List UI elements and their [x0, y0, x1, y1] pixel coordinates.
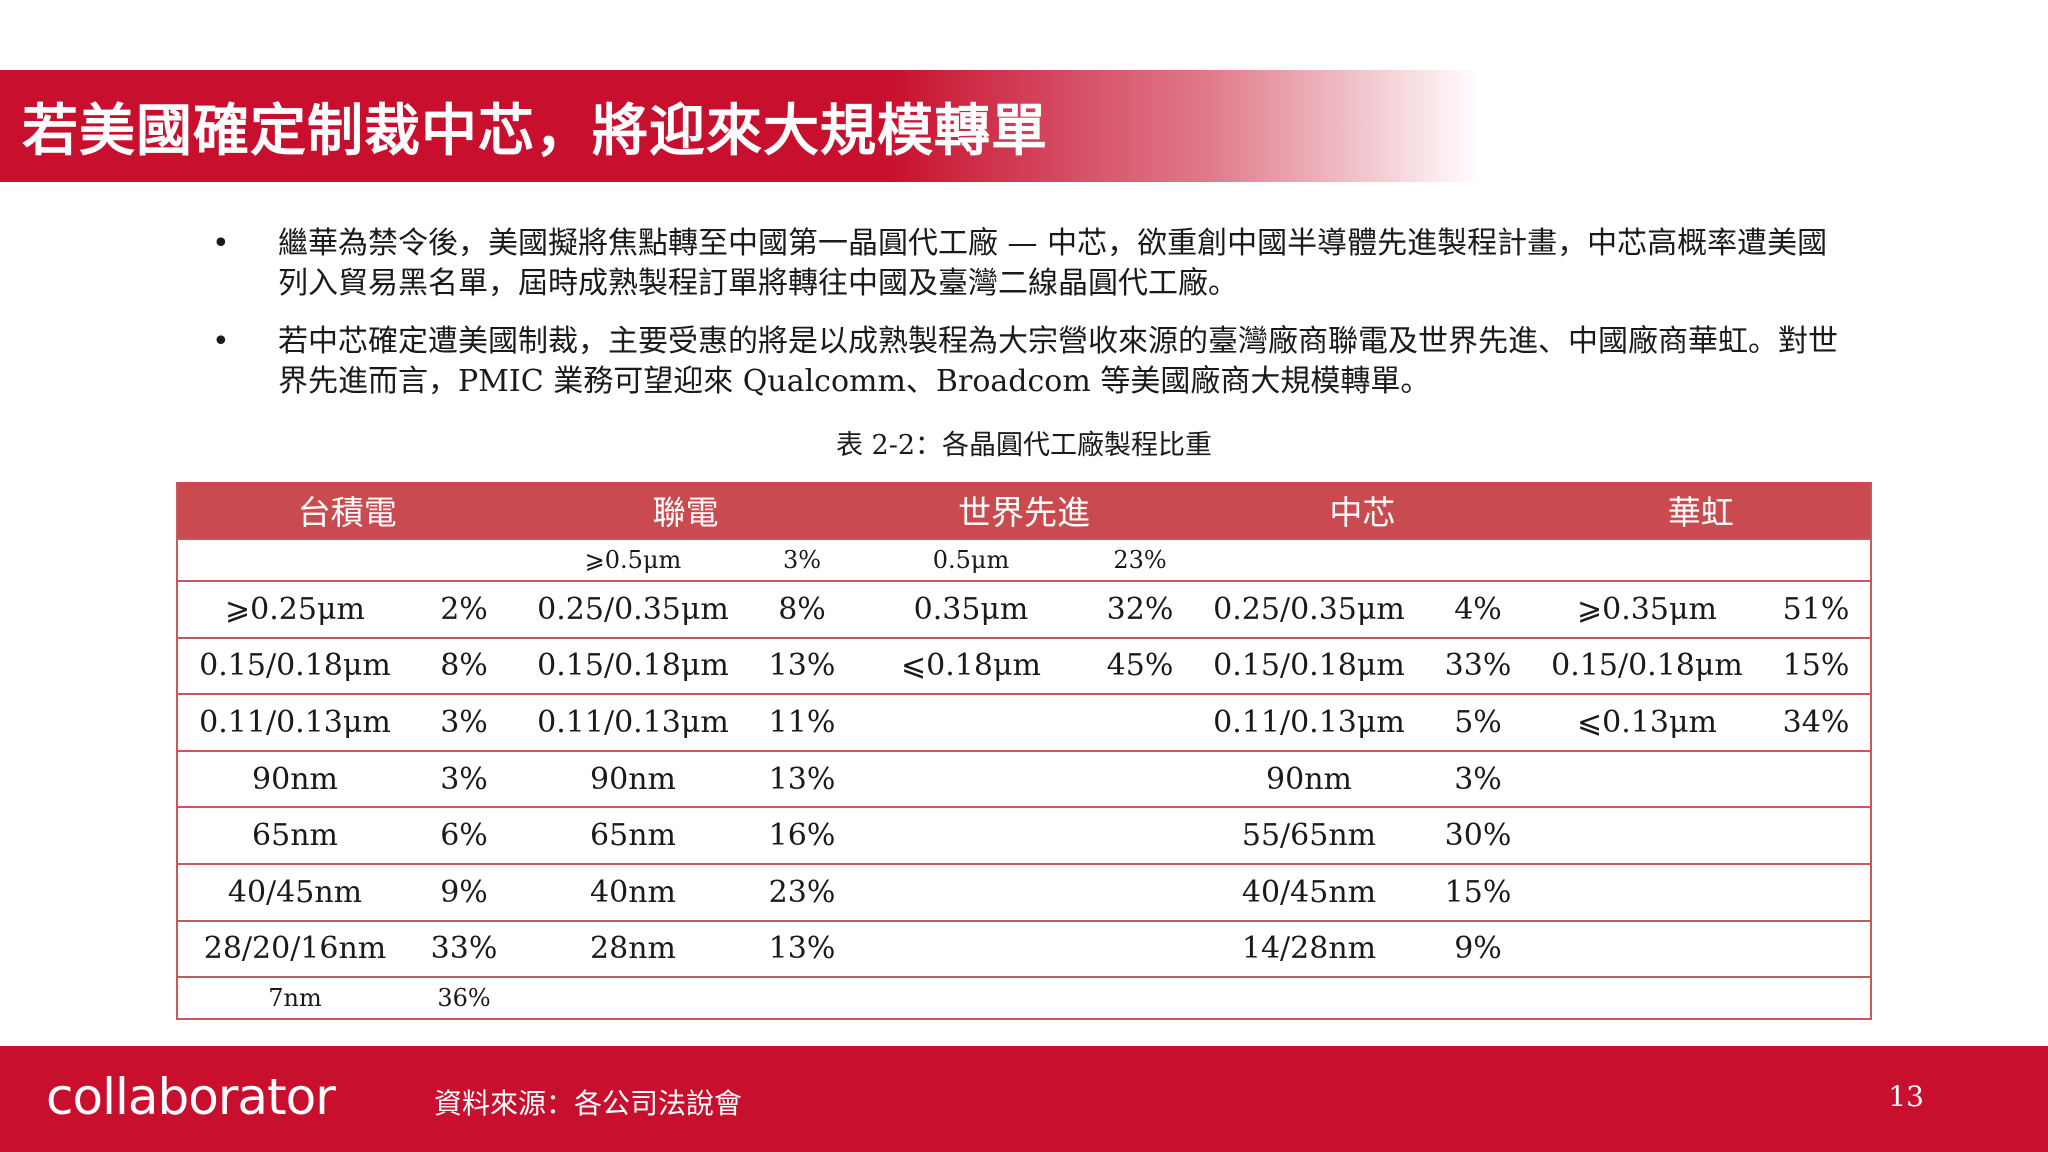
table-row: ⩾0.5μm 3% 0.5μm 23%	[178, 538, 1870, 580]
bullet-text: 若中芯確定遭美國制裁，主要受惠的將是以成熟製程為大宗營收來源的臺灣廠商聯電及世界…	[278, 324, 1838, 399]
bullet-list: • 繼華為禁令後，美國擬將焦點轉至中國第一晶圓代工廠 — 中芯，欲重創中國半導體…	[200, 224, 1850, 420]
header-umc: 聯電	[652, 493, 719, 532]
table-row: 0.15/0.18μm 8% 0.15/0.18μm 13% ⩽0.18μm 45% 0.1…	[178, 636, 1870, 694]
table-caption: 表 2-2：各晶圓代工廠製程比重	[835, 430, 1213, 461]
process-node-cell: 40/45nm	[1241, 874, 1377, 910]
share-percent-cell: 16%	[768, 818, 836, 854]
share-percent-cell: 45%	[1106, 648, 1174, 684]
process-node-cell: 90nm	[252, 761, 338, 797]
slide-title: 若美國確定制裁中芯，將迎來大規模轉單	[22, 97, 1048, 164]
table-row: 28/20/16nm 33% 28nm 13% 14/28nm 9%	[178, 919, 1870, 977]
share-percent-cell: 33%	[1444, 648, 1512, 684]
share-percent-cell: 36%	[437, 984, 491, 1013]
process-node-cell: ⩾0.5μm	[584, 546, 682, 574]
share-percent-cell: 8%	[440, 648, 488, 684]
share-percent-cell: 3%	[782, 546, 822, 574]
table-body: ⩾0.5μm 3% 0.5μm 23% ⩾0.25μm 2% 0.25/0.35μm 8% 0.…	[178, 538, 1870, 1018]
share-percent-cell: 30%	[1444, 818, 1512, 854]
process-node-cell: 0.15/0.18μm	[537, 648, 729, 684]
header-vis: 世界先進	[957, 493, 1090, 532]
share-percent-cell: 15%	[1782, 648, 1850, 684]
process-node-cell: ⩾0.35μm	[1577, 591, 1717, 627]
process-node-cell: 65nm	[590, 818, 676, 854]
source-note: 資料來源：各公司法說會	[434, 1087, 743, 1120]
process-node-cell: ⩾0.25μm	[225, 591, 365, 627]
process-node-cell: 0.15/0.18μm	[1551, 648, 1743, 684]
process-node-cell: 0.11/0.13μm	[1213, 704, 1405, 740]
table-row: 7nm 36%	[178, 976, 1870, 1018]
process-node-cell: 0.5μm	[932, 546, 1010, 574]
share-percent-cell: 9%	[1454, 931, 1502, 967]
table-row: 0.11/0.13μm 3% 0.11/0.13μm 11% 0.11/0.13μm 5%…	[178, 693, 1870, 750]
bullet-item: • 繼華為禁令後，美國擬將焦點轉至中國第一晶圓代工廠 — 中芯，欲重創中國半導體…	[200, 224, 1850, 304]
share-percent-cell: 8%	[778, 591, 826, 627]
bullet-text: 繼華為禁令後，美國擬將焦點轉至中國第一晶圓代工廠 — 中芯，欲重創中國半導體先進…	[278, 226, 1828, 301]
share-percent-cell: 33%	[430, 931, 498, 967]
process-node-cell: ⩽0.18μm	[901, 648, 1041, 684]
share-percent-cell: 3%	[1454, 761, 1502, 797]
header-smic: 中芯	[1329, 493, 1396, 532]
process-node-cell: 28/20/16nm	[203, 931, 387, 967]
header-tsmc: 台積電	[297, 493, 397, 532]
process-node-cell: 0.25/0.35μm	[537, 591, 729, 627]
bullet-marker: •	[212, 324, 230, 359]
process-node-cell: 0.15/0.18μm	[199, 648, 391, 684]
table-row: 65nm 6% 65nm 16% 55/65nm 30%	[178, 806, 1870, 863]
share-percent-cell: 34%	[1782, 704, 1850, 740]
share-percent-cell: 4%	[1454, 591, 1502, 627]
process-node-cell: 65nm	[252, 818, 338, 854]
bullet-marker: •	[212, 226, 230, 261]
share-percent-cell: 2%	[440, 591, 488, 627]
process-node-cell: 40/45nm	[227, 874, 363, 910]
bullet-item: • 若中芯確定遭美國制裁，主要受惠的將是以成熟製程為大宗營收來源的臺灣廠商聯電及…	[200, 322, 1850, 402]
header-hua-hong: 華虹	[1667, 493, 1734, 532]
process-node-cell: 14/28nm	[1241, 931, 1377, 967]
share-percent-cell: 11%	[768, 704, 836, 740]
process-node-cell: 0.35μm	[913, 591, 1029, 627]
process-node-cell: 40nm	[590, 874, 676, 910]
title-banner: 若美國確定制裁中芯，將迎來大規模轉單	[0, 70, 1480, 182]
share-percent-cell: 51%	[1782, 591, 1850, 627]
process-share-table: 台積電 聯電 世界先進 中芯 華虹 ⩾0.5μm 3% 0.5μm 23% ⩾0.25μ…	[176, 482, 1872, 1021]
share-percent-cell: 32%	[1106, 591, 1174, 627]
table-row: 90nm 3% 90nm 13% 90nm 3%	[178, 749, 1870, 807]
process-node-cell: 90nm	[1266, 761, 1352, 797]
process-node-cell: 0.25/0.35μm	[1213, 591, 1405, 627]
footer-bar: collaborator 資料來源：各公司法說會 13	[0, 1046, 2048, 1152]
table-row: ⩾0.25μm 2% 0.25/0.35μm 8% 0.35μm 32% 0.25/0.35…	[178, 580, 1870, 637]
share-percent-cell: 13%	[768, 648, 836, 684]
share-percent-cell: 15%	[1444, 874, 1512, 910]
page-number: 13	[1888, 1080, 1924, 1113]
share-percent-cell: 6%	[440, 818, 488, 854]
process-node-cell: 90nm	[590, 761, 676, 797]
table-header-row: 台積電 聯電 世界先進 中芯 華虹	[178, 482, 1870, 538]
share-percent-cell: 9%	[440, 874, 488, 910]
process-node-cell: 0.11/0.13μm	[537, 704, 729, 740]
process-node-cell: 0.11/0.13μm	[199, 704, 391, 740]
process-node-cell: 7nm	[268, 984, 322, 1013]
share-percent-cell: 13%	[768, 931, 836, 967]
share-percent-cell: 3%	[440, 704, 488, 740]
share-percent-cell: 5%	[1454, 704, 1502, 740]
table-row: 40/45nm 9% 40nm 23% 40/45nm 15%	[178, 862, 1870, 920]
process-node-cell: ⩽0.13μm	[1577, 704, 1717, 740]
share-percent-cell: 13%	[768, 761, 836, 797]
share-percent-cell: 23%	[1113, 546, 1167, 574]
share-percent-cell: 3%	[440, 761, 488, 797]
process-node-cell: 28nm	[590, 931, 676, 967]
process-node-cell: 0.15/0.18μm	[1213, 648, 1405, 684]
collaborator-logo: collaborator	[46, 1068, 336, 1126]
share-percent-cell: 23%	[768, 874, 836, 910]
process-node-cell: 55/65nm	[1241, 818, 1377, 854]
